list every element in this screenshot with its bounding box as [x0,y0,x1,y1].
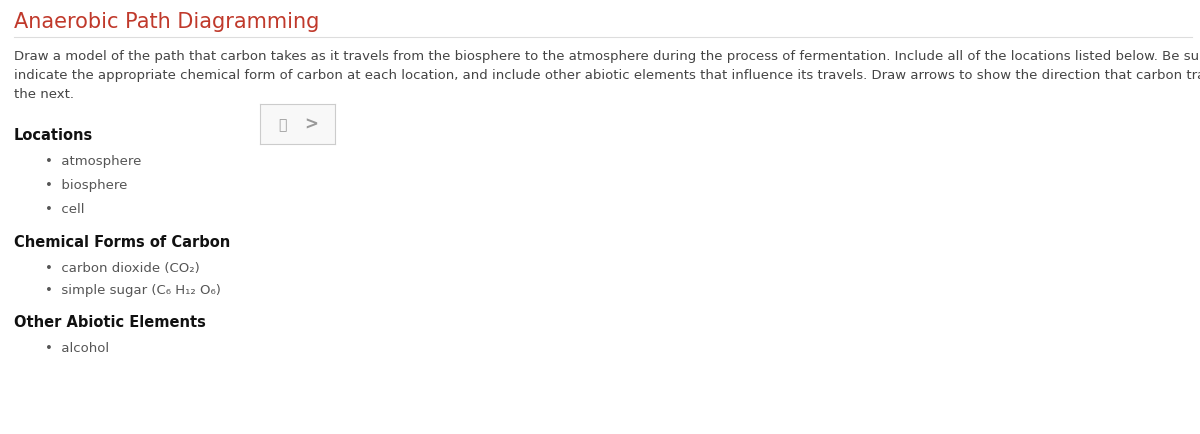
Text: Chemical Forms of Carbon: Chemical Forms of Carbon [14,234,230,250]
Text: •  carbon dioxide (CO₂): • carbon dioxide (CO₂) [46,261,199,274]
Text: indicate the appropriate chemical form of carbon at each location, and include o: indicate the appropriate chemical form o… [14,69,1200,82]
Text: Draw a model of the path that carbon takes as it travels from the biosphere to t: Draw a model of the path that carbon tak… [14,50,1200,63]
Text: •  atmosphere: • atmosphere [46,155,142,168]
Text: ⭢: ⭢ [278,118,287,132]
Text: >: > [304,116,318,134]
Text: •  simple sugar (C₆ H₁₂ O₆): • simple sugar (C₆ H₁₂ O₆) [46,283,221,296]
Text: the next.: the next. [14,88,74,101]
Text: Anaerobic Path Diagramming: Anaerobic Path Diagramming [14,12,319,32]
Text: Locations: Locations [14,128,94,143]
Text: •  cell: • cell [46,203,84,216]
Text: Other Abiotic Elements: Other Abiotic Elements [14,314,206,329]
Text: •  biosphere: • biosphere [46,178,127,191]
Text: •  alcohol: • alcohol [46,341,109,354]
